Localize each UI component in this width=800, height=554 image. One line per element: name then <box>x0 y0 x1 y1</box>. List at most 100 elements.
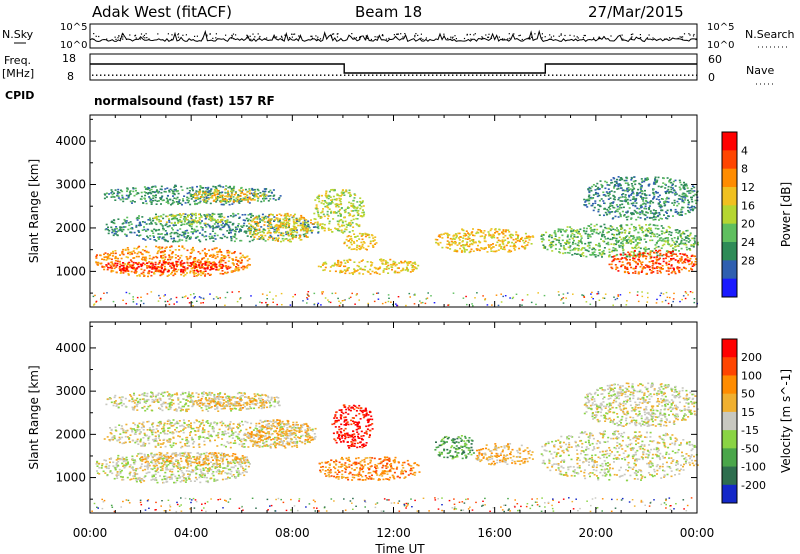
echo-cell <box>161 225 164 227</box>
echo-cell <box>630 177 633 179</box>
echo-cell <box>284 217 287 219</box>
echo-cell <box>153 273 156 275</box>
echo-cell <box>154 267 157 270</box>
echo-cell <box>221 263 224 266</box>
echo-cell <box>629 254 632 257</box>
echo-cell <box>643 234 646 237</box>
echo-cell <box>624 236 627 238</box>
echo-cell <box>118 265 121 268</box>
echo-cell <box>596 188 599 190</box>
echo-cell <box>154 261 157 264</box>
echo-cell <box>655 179 658 182</box>
echo-cell <box>495 230 498 233</box>
echo-cell <box>256 218 259 220</box>
echo-cell <box>594 249 597 251</box>
echo-cell <box>214 186 217 189</box>
echo-cell <box>300 228 303 231</box>
echo-cell <box>656 270 659 272</box>
echo-cell <box>327 217 329 220</box>
echo-cell <box>689 209 692 211</box>
echo-cell <box>195 272 197 275</box>
echo-cell <box>115 226 118 228</box>
echo-cell <box>654 183 657 185</box>
echo-cell <box>672 215 674 217</box>
echo-cell <box>328 220 331 223</box>
echo-cell <box>306 229 309 231</box>
echo-cell <box>190 217 193 220</box>
echo-cell <box>694 235 697 237</box>
echo-cell <box>252 219 255 221</box>
echo-cell <box>612 201 615 203</box>
nave-dot <box>372 74 374 76</box>
echo-cell <box>628 253 631 256</box>
nsearch-dot <box>666 38 668 40</box>
echo-cell <box>162 269 165 272</box>
echo-cell <box>214 257 217 260</box>
echo-cell <box>295 219 298 221</box>
echo-cell <box>684 193 687 195</box>
echo-cell <box>335 212 338 214</box>
nsearch-dot <box>518 35 520 37</box>
echo-cell <box>626 182 629 184</box>
nsearch-dot <box>336 36 339 38</box>
echo-cell <box>686 229 689 232</box>
echo-cell <box>351 215 354 218</box>
echo-cell <box>224 271 226 274</box>
echo-cell <box>665 255 668 258</box>
echo-cell <box>571 243 574 245</box>
nsearch-dot <box>311 37 313 39</box>
echo-cell <box>490 236 493 238</box>
echo-cell <box>120 257 123 260</box>
nsearch-dot <box>549 38 551 40</box>
echo-cell <box>162 217 165 220</box>
echo-cell <box>126 187 129 190</box>
echo-cell <box>113 196 116 198</box>
echo-cell <box>217 269 220 271</box>
echo-cell <box>118 191 121 194</box>
echo-cell <box>641 226 644 228</box>
echo-cell <box>441 237 444 239</box>
echo-cell <box>588 244 591 247</box>
echo-cell <box>676 200 679 203</box>
echo-cell <box>405 261 408 264</box>
echo-cell <box>99 254 102 257</box>
echo-cell <box>112 250 114 253</box>
echo-cell <box>669 208 672 211</box>
echo-cell <box>602 231 604 233</box>
echo-cell <box>302 222 305 225</box>
echo-cell <box>663 243 666 246</box>
nave-dot <box>604 74 606 76</box>
echo-cell <box>322 263 325 265</box>
echo-cell <box>551 250 554 252</box>
echo-cell <box>146 262 148 265</box>
echo-cell <box>667 239 670 241</box>
echo-cell <box>175 263 178 266</box>
echo-cell <box>110 220 113 223</box>
echo-cell <box>597 186 600 189</box>
echo-cell <box>681 237 684 240</box>
echo-cell <box>121 252 124 255</box>
echo-cell <box>567 242 570 245</box>
echo-cell <box>685 246 688 249</box>
echo-cell <box>265 197 268 200</box>
echo-cell <box>346 268 349 270</box>
echo-cell <box>606 184 609 186</box>
echo-cell <box>107 254 110 256</box>
echo-cell <box>636 255 639 257</box>
echo-cell <box>621 178 624 181</box>
echo-cell <box>680 268 683 271</box>
echo-cell <box>197 271 200 273</box>
echo-cell <box>592 194 595 196</box>
speckle-cell <box>226 291 229 294</box>
echo-cell <box>282 232 285 235</box>
echo-cell <box>671 253 674 255</box>
echo-cell <box>577 247 580 250</box>
echo-cell <box>625 254 628 256</box>
echo-cell <box>294 228 297 230</box>
echo-cell <box>640 185 643 188</box>
echo-cell <box>194 197 197 199</box>
echo-cell <box>287 214 289 216</box>
echo-cell <box>336 229 339 232</box>
nave-dot <box>528 74 530 76</box>
echo-cell <box>151 186 153 188</box>
